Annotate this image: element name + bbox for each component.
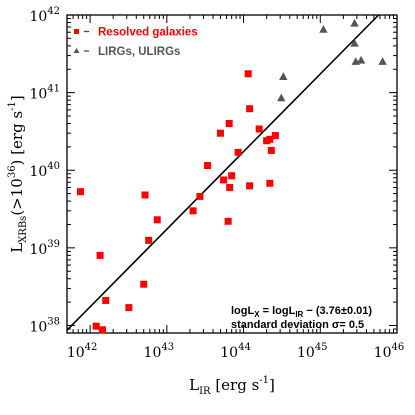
- x-tick-label: 1045: [297, 342, 328, 361]
- x-tick-label: 1043: [144, 342, 175, 361]
- point-resolved-galaxy: [228, 172, 236, 180]
- point-lirg: [319, 25, 328, 33]
- point-lirg: [356, 55, 366, 64]
- point-resolved-galaxy: [234, 148, 242, 156]
- point-resolved-galaxy: [246, 182, 254, 190]
- point-resolved-galaxy: [196, 192, 204, 200]
- point-resolved-galaxy: [224, 217, 232, 225]
- point-resolved-galaxy: [77, 188, 85, 196]
- legend-marker-resolved: [74, 29, 79, 34]
- point-resolved-galaxy: [255, 125, 263, 133]
- point-resolved-galaxy: [267, 146, 275, 154]
- y-tick-label: 1039: [29, 239, 60, 258]
- point-resolved-galaxy: [153, 216, 161, 224]
- annotation-equation: logLX = logLIR − (3.76±0.01): [231, 305, 372, 319]
- point-resolved-galaxy: [141, 191, 149, 199]
- point-resolved-galaxy: [225, 120, 233, 128]
- y-tick-label: 1040: [29, 161, 60, 180]
- x-tick-label: 1046: [374, 342, 405, 361]
- data-points: [77, 18, 387, 334]
- x-tick-label: 1042: [67, 342, 98, 361]
- point-resolved-galaxy: [96, 251, 104, 259]
- point-resolved-galaxy: [92, 322, 100, 330]
- x-axis-title: LIR [erg s-1]: [189, 375, 275, 397]
- point-resolved-galaxy: [98, 326, 106, 334]
- x-tick-label: 1044: [220, 342, 251, 361]
- y-tick-labels: 1038 1039 1040 1041 1042: [29, 6, 60, 335]
- point-resolved-galaxy: [204, 162, 212, 170]
- y-tick-label: 1038: [29, 316, 60, 335]
- fit-line-group: [66, 14, 380, 331]
- point-resolved-galaxy: [266, 135, 274, 143]
- x-tick-labels: 1042 1043 1044 1045 1046: [67, 342, 404, 361]
- legend: Resolved galaxies LIRGs, ULIRGs: [73, 27, 198, 58]
- point-resolved-galaxy: [244, 70, 252, 78]
- point-lirg: [378, 57, 387, 65]
- point-resolved-galaxy: [246, 105, 254, 113]
- y-tick-label: 1041: [29, 84, 60, 103]
- point-lirg: [279, 72, 288, 80]
- point-resolved-galaxy: [226, 183, 234, 191]
- point-resolved-galaxy: [140, 280, 148, 288]
- minor-ticks: [66, 15, 397, 334]
- point-lirg: [350, 38, 359, 47]
- point-resolved-galaxy: [216, 129, 224, 137]
- fit-line: [66, 14, 380, 331]
- point-resolved-galaxy: [189, 207, 197, 215]
- point-resolved-galaxy: [220, 176, 228, 184]
- point-resolved-galaxy: [102, 296, 110, 304]
- point-resolved-galaxy: [271, 132, 279, 140]
- point-resolved-galaxy: [266, 179, 274, 187]
- legend-label-lirgs: LIRGs, ULIRGs: [98, 46, 180, 58]
- y-tick-label: 1042: [29, 6, 60, 25]
- legend-label-resolved: Resolved galaxies: [98, 27, 198, 39]
- annotation-std: standard deviation σ= 0.5: [231, 319, 364, 331]
- point-lirg: [277, 93, 286, 102]
- point-resolved-galaxy: [125, 304, 133, 312]
- point-resolved-galaxy: [145, 236, 153, 244]
- y-axis-title: LXRBs(>1036) [erg s-1]: [7, 95, 29, 253]
- point-lirg: [350, 18, 359, 27]
- major-ticks: [67, 14, 398, 333]
- legend-marker-lirgs: [73, 48, 80, 53]
